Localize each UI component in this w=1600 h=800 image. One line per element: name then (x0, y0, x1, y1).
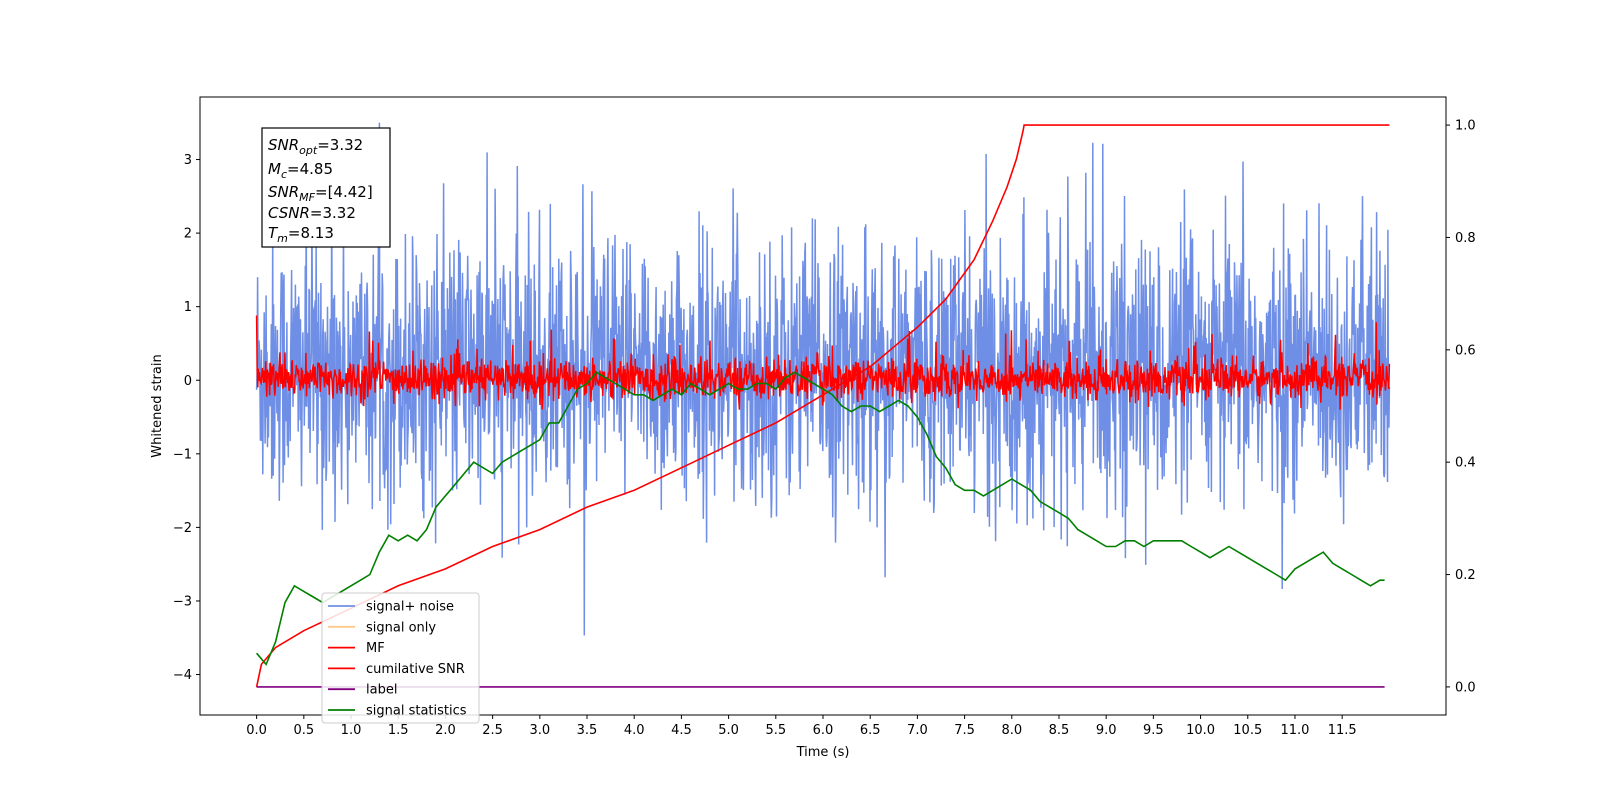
y2-tick-label: 0.4 (1455, 456, 1476, 471)
x-tick-label: 8.0 (1001, 723, 1022, 738)
info-snr-opt: SNRopt=3.32 (268, 136, 363, 157)
info-snr-mf: SNRMF=[4.42] (268, 183, 373, 204)
x-tick-label: 0.0 (246, 723, 267, 738)
y2-tick-label: 0.2 (1455, 568, 1476, 583)
info-snr-mf-value: =[4.42] (315, 183, 373, 201)
x-tick-label: 2.0 (435, 723, 456, 738)
ticks-layer: 0.0 0.5 1.0 1.5 2.0 2.5 3.0 3.5 4.0 4.5 5.0 5.5 6.0 6… (173, 119, 1476, 738)
x-tick-label: 2.5 (482, 723, 503, 738)
x-tick-label: 7.5 (954, 723, 975, 738)
legend-label: label (366, 683, 397, 698)
x-tick-label: 11.0 (1280, 723, 1309, 738)
y-tick-label: −3 (173, 594, 192, 609)
y2-tick-label: 0.6 (1455, 343, 1476, 358)
x-tick-label: 9.0 (1096, 723, 1117, 738)
x-tick-label: 0.5 (293, 723, 314, 738)
info-snr-mf-main: SNR (268, 183, 299, 201)
x-tick-label: 5.0 (718, 723, 739, 738)
x-tick-label: 8.5 (1049, 723, 1070, 738)
x-tick-label: 10.0 (1186, 723, 1215, 738)
info-snr-opt-value: =3.32 (317, 136, 363, 154)
info-tm-main: T (268, 224, 279, 242)
info-tm-value: =8.13 (288, 224, 334, 242)
info-mc-main: M (268, 160, 281, 178)
legend-label: cumilative SNR (366, 662, 465, 677)
x-tick-label: 4.0 (624, 723, 645, 738)
y-tick-label: −4 (173, 668, 192, 683)
y-axis-label: Whitened strain (150, 354, 165, 457)
y-tick-label: 1 (184, 300, 192, 315)
series-signal-statistics (255, 371, 1385, 666)
info-mc-sub: c (281, 168, 287, 181)
info-snr-opt-sub: opt (299, 144, 318, 157)
info-tm-sub: m (277, 232, 288, 245)
info-csnr-main: CSNR (268, 204, 310, 222)
y-tick-label: 0 (184, 374, 192, 389)
y-tick-label: 2 (184, 227, 192, 242)
info-csnr-value: =3.32 (310, 204, 356, 222)
series-mf (255, 315, 1391, 410)
legend: signal+ noise signal only MF cumilative SNR… (321, 592, 480, 724)
x-tick-label: 3.5 (577, 723, 598, 738)
x-tick-label: 4.5 (671, 723, 692, 738)
info-box: SNRopt=3.32 Mc=4.85 SNRMF=[4.42] CSNR=3.… (261, 127, 391, 248)
y2-tick-label: 0.0 (1455, 680, 1476, 695)
y-tick-label: −2 (173, 521, 192, 536)
info-csnr: CSNR=3.32 (268, 204, 356, 222)
x-tick-label: 6.0 (813, 723, 834, 738)
info-box-frame (261, 127, 391, 248)
legend-label: signal statistics (366, 704, 467, 719)
info-snr-mf-sub: MF (299, 191, 315, 204)
y-tick-label: 3 (184, 153, 192, 168)
info-snr-opt-main: SNR (268, 136, 299, 154)
series-signal-plus-noise (255, 122, 1391, 636)
x-tick-label: 1.0 (341, 723, 362, 738)
x-tick-label: 5.5 (765, 723, 786, 738)
legend-label: signal only (366, 620, 436, 635)
x-tick-label: 3.0 (529, 723, 550, 738)
info-mc-value: =4.85 (287, 160, 333, 178)
x-tick-label: 11.5 (1328, 723, 1357, 738)
x-tick-label: 10.5 (1233, 723, 1262, 738)
y2-tick-label: 1.0 (1455, 119, 1476, 134)
x-tick-label: 7.0 (907, 723, 928, 738)
x-tick-label: 1.5 (388, 723, 409, 738)
legend-label: MF (366, 641, 385, 656)
info-mc: Mc=4.85 (268, 160, 333, 181)
x-tick-label: 6.5 (860, 723, 881, 738)
y2-tick-label: 0.8 (1455, 231, 1476, 246)
legend-label: signal+ noise (366, 600, 454, 615)
info-tm: Tm=8.13 (268, 224, 334, 245)
x-axis-label: Time (s) (796, 745, 850, 760)
y-tick-label: −1 (173, 447, 192, 462)
x-tick-label: 9.5 (1143, 723, 1164, 738)
legend-frame (321, 592, 480, 724)
